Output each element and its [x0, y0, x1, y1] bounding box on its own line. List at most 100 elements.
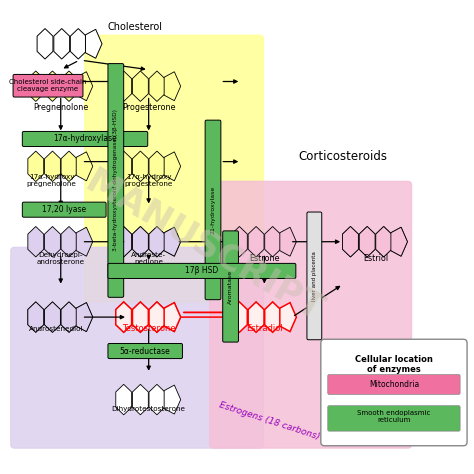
Polygon shape — [116, 71, 132, 101]
Polygon shape — [28, 227, 44, 257]
Polygon shape — [164, 72, 181, 100]
FancyBboxPatch shape — [223, 231, 238, 342]
FancyBboxPatch shape — [108, 344, 182, 358]
FancyBboxPatch shape — [205, 120, 221, 300]
Polygon shape — [85, 29, 102, 58]
Polygon shape — [45, 302, 60, 332]
Text: Androste-
nedione: Androste- nedione — [131, 252, 166, 264]
Text: Estrogens (18 carbons): Estrogens (18 carbons) — [218, 400, 320, 441]
Polygon shape — [149, 227, 165, 257]
Text: Pregnenolone: Pregnenolone — [33, 103, 88, 112]
Polygon shape — [149, 227, 165, 257]
Text: Corticosteroids: Corticosteroids — [299, 150, 388, 164]
Polygon shape — [132, 227, 148, 257]
Polygon shape — [76, 227, 93, 256]
Polygon shape — [61, 151, 77, 182]
Polygon shape — [164, 302, 181, 332]
Polygon shape — [343, 227, 358, 257]
Polygon shape — [28, 151, 44, 182]
Polygon shape — [132, 302, 148, 332]
Polygon shape — [54, 28, 70, 59]
Polygon shape — [45, 302, 60, 332]
Polygon shape — [116, 227, 132, 257]
Polygon shape — [76, 302, 93, 332]
Text: 17α-hydroxy
progesterone: 17α-hydroxy progesterone — [125, 174, 173, 187]
Polygon shape — [132, 227, 148, 257]
Text: 17α-hydroxy
pregnenolone: 17α-hydroxy pregnenolone — [27, 174, 76, 187]
Text: 3-beta-hydroxysteroid dehydrogenase (3β-HSD): 3-beta-hydroxysteroid dehydrogenase (3β-… — [113, 109, 118, 251]
Polygon shape — [45, 227, 60, 257]
Text: Estriol: Estriol — [363, 254, 388, 263]
Polygon shape — [164, 152, 181, 181]
Text: Progesterone: Progesterone — [122, 103, 175, 112]
Text: 5α-reductase: 5α-reductase — [120, 346, 171, 356]
Text: Cholesterol: Cholesterol — [107, 22, 162, 32]
Polygon shape — [28, 302, 44, 332]
Polygon shape — [116, 302, 132, 332]
Polygon shape — [45, 151, 60, 182]
Text: Androstenediol: Androstenediol — [29, 326, 83, 332]
Text: Estradiol: Estradiol — [246, 324, 283, 333]
FancyBboxPatch shape — [328, 374, 460, 394]
Polygon shape — [343, 227, 358, 257]
Text: liver and placenta: liver and placenta — [312, 251, 317, 301]
FancyBboxPatch shape — [328, 406, 460, 431]
Polygon shape — [359, 227, 375, 257]
Polygon shape — [164, 227, 181, 256]
Polygon shape — [248, 227, 264, 257]
Polygon shape — [116, 151, 132, 182]
Text: 21-hydroxylase: 21-hydroxylase — [210, 186, 216, 234]
FancyBboxPatch shape — [307, 212, 322, 340]
Text: Mitochondria: Mitochondria — [369, 380, 419, 389]
Text: Aromatase: Aromatase — [228, 269, 233, 303]
Polygon shape — [264, 302, 281, 332]
Polygon shape — [149, 302, 165, 332]
Polygon shape — [149, 302, 165, 332]
Polygon shape — [164, 227, 181, 256]
Polygon shape — [45, 71, 60, 101]
FancyBboxPatch shape — [321, 339, 467, 446]
Polygon shape — [264, 227, 281, 257]
FancyBboxPatch shape — [210, 182, 411, 448]
Text: 17α-hydroxylase: 17α-hydroxylase — [53, 135, 117, 144]
Polygon shape — [132, 71, 148, 101]
Text: 17,20 lyase: 17,20 lyase — [42, 205, 86, 214]
Polygon shape — [61, 227, 77, 257]
Text: 17β HSD: 17β HSD — [185, 266, 219, 275]
Polygon shape — [61, 71, 77, 101]
Polygon shape — [61, 302, 77, 332]
FancyBboxPatch shape — [85, 36, 264, 302]
Polygon shape — [149, 384, 165, 415]
Polygon shape — [28, 302, 44, 332]
Polygon shape — [164, 385, 181, 414]
Polygon shape — [116, 384, 132, 415]
Polygon shape — [248, 302, 264, 332]
Polygon shape — [61, 302, 77, 332]
Polygon shape — [37, 28, 53, 59]
Polygon shape — [76, 302, 93, 332]
FancyBboxPatch shape — [108, 264, 296, 278]
Polygon shape — [132, 302, 148, 332]
Text: Dehydroepi-
androsterone: Dehydroepi- androsterone — [36, 252, 85, 264]
Polygon shape — [132, 151, 148, 182]
Polygon shape — [116, 302, 132, 332]
Polygon shape — [76, 72, 93, 100]
FancyBboxPatch shape — [108, 64, 124, 297]
Polygon shape — [280, 227, 296, 256]
Text: Estrone: Estrone — [249, 254, 280, 263]
FancyBboxPatch shape — [22, 202, 106, 217]
Polygon shape — [391, 227, 408, 256]
Text: MANUSCRIPT: MANUSCRIPT — [79, 164, 329, 328]
Polygon shape — [359, 227, 375, 257]
Polygon shape — [76, 152, 93, 181]
FancyBboxPatch shape — [11, 247, 264, 448]
Polygon shape — [231, 302, 247, 332]
Polygon shape — [149, 71, 165, 101]
FancyBboxPatch shape — [22, 131, 148, 146]
Polygon shape — [376, 227, 392, 257]
FancyBboxPatch shape — [13, 74, 83, 97]
Text: Dihydrotestosterone: Dihydrotestosterone — [112, 406, 186, 412]
Text: Smooth endoplasmic
reticulum: Smooth endoplasmic reticulum — [357, 410, 430, 423]
Polygon shape — [28, 71, 44, 101]
Polygon shape — [391, 227, 408, 256]
